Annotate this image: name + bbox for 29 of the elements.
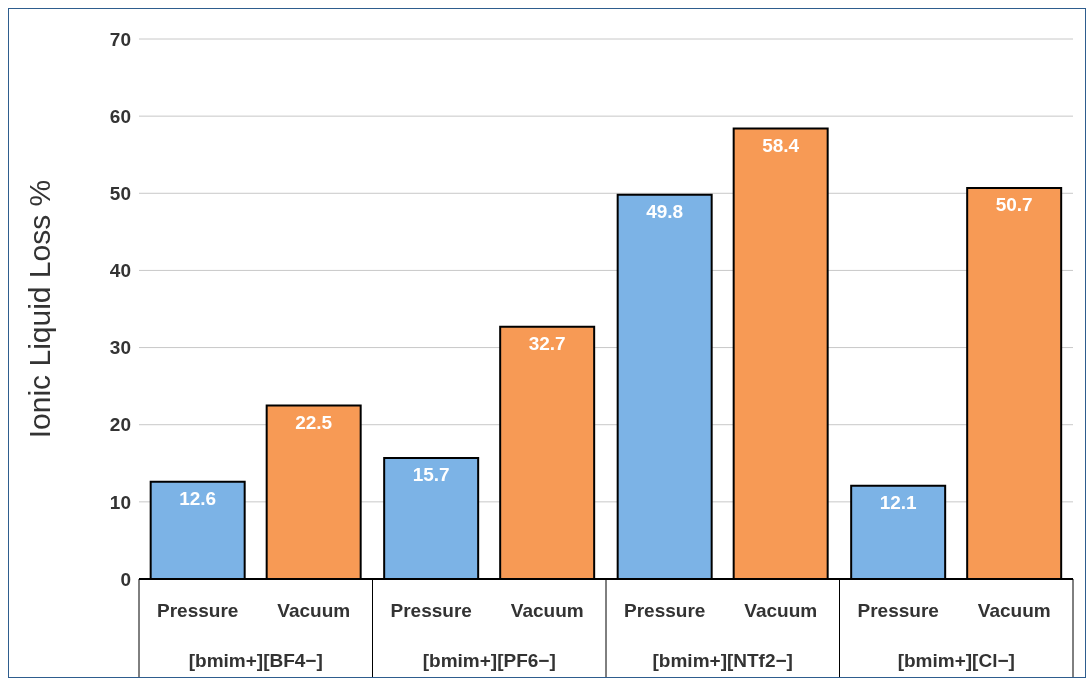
- text: Pressure: [390, 600, 472, 621]
- x-tick-label: [bmim+][BF4−]: [188, 650, 323, 671]
- data-label: 32.7: [528, 333, 566, 355]
- data-label: 15.7: [412, 464, 450, 486]
- x-tick-label: [bmim+][PF6−]: [422, 650, 556, 671]
- y-tick-label: 60: [109, 105, 131, 127]
- text: Vacuum: [744, 600, 818, 621]
- y-tick-label: 50: [109, 183, 131, 205]
- y-tick-label: 20: [109, 414, 131, 436]
- text: Vacuum: [977, 600, 1051, 621]
- data-label: 22.5: [295, 411, 333, 433]
- text: Pressure: [857, 600, 939, 621]
- data-label: 58.4: [762, 134, 800, 156]
- y-tick-label: 10: [109, 491, 131, 513]
- series-label: Vacuum: [277, 600, 351, 621]
- text: Pressure: [624, 600, 706, 621]
- y-tick-label: 40: [109, 260, 131, 282]
- y-axis-title: Ionic Liquid Loss %: [22, 179, 56, 439]
- data-label: 12.1: [879, 492, 918, 514]
- y-tick-label: 70: [109, 28, 131, 50]
- series-label: Pressure: [157, 600, 239, 621]
- data-label: 50.7: [995, 194, 1033, 216]
- data-label: 12.6: [179, 488, 217, 510]
- y-tick-label: 0: [120, 568, 131, 590]
- y-tick-label: 30: [109, 337, 131, 359]
- data-label: 49.8: [646, 201, 684, 223]
- x-tick-label: [bmim+][Cl−]: [897, 650, 1015, 671]
- text: Vacuum: [510, 600, 584, 621]
- x-tick-label: [bmim+][NTf2−]: [652, 650, 793, 671]
